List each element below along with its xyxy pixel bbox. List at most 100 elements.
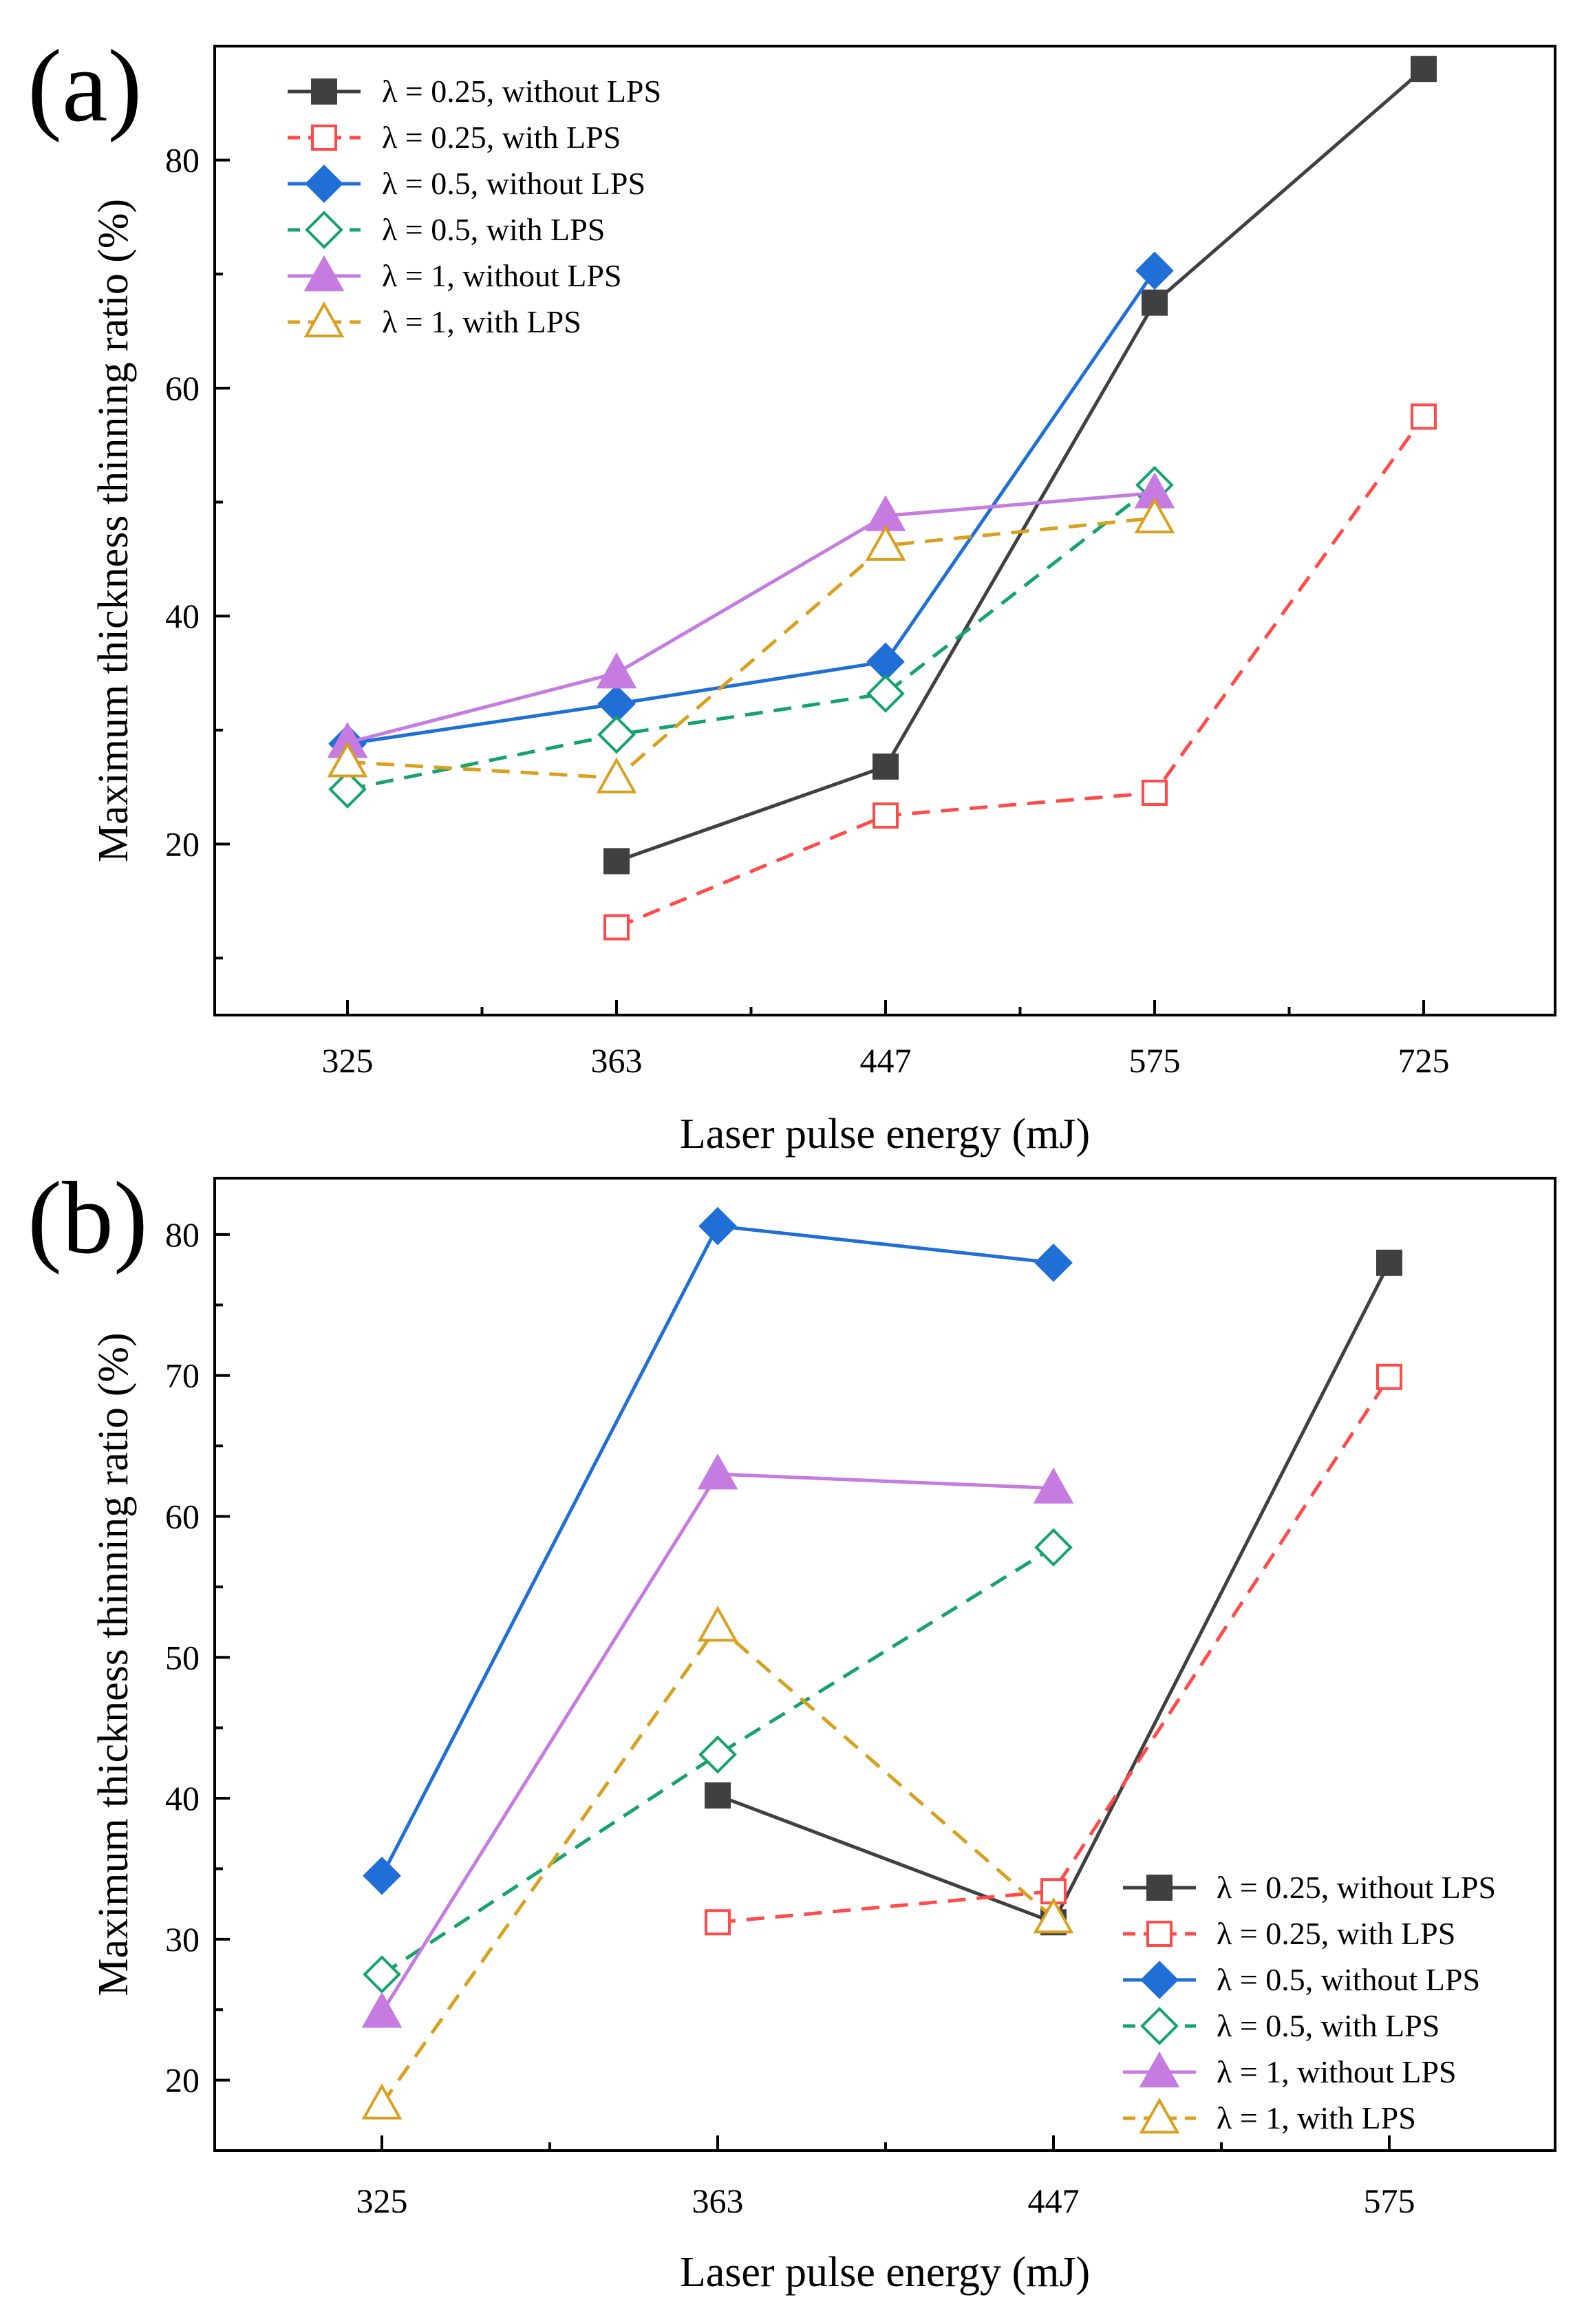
data-point-marker bbox=[873, 802, 899, 829]
series-5 bbox=[327, 497, 1175, 793]
data-point-marker bbox=[698, 1206, 737, 1246]
x-axis-title: Laser pulse energy (mJ) bbox=[680, 2249, 1090, 2296]
y-tick-label: 40 bbox=[165, 597, 200, 635]
data-point-marker bbox=[698, 1735, 737, 1774]
legend-marker bbox=[1146, 1875, 1173, 1901]
data-point-marker bbox=[705, 1782, 731, 1809]
data-point-marker bbox=[1033, 1467, 1074, 1504]
series-line bbox=[347, 516, 1155, 780]
x-tick-label: 325 bbox=[322, 1041, 374, 1080]
legend-marker bbox=[305, 164, 343, 203]
x-tick-label: 575 bbox=[1129, 1041, 1181, 1080]
data-point-marker bbox=[361, 2083, 403, 2120]
data-point-marker bbox=[1033, 1897, 1074, 1934]
legend-marker bbox=[303, 301, 345, 338]
data-point-marker bbox=[865, 524, 906, 561]
legend-marker bbox=[1146, 1921, 1173, 1947]
data-point-marker bbox=[873, 753, 899, 780]
y-tick-label: 20 bbox=[165, 825, 200, 864]
legend-marker bbox=[303, 255, 345, 292]
legend: λ = 0.25, without LPS λ = 0.25, with LPS λ… bbox=[288, 74, 661, 339]
legend-label: λ = 0.25, with LPS bbox=[382, 120, 621, 155]
legend-label: λ = 1, without LPS bbox=[1217, 2054, 1457, 2089]
chart-panel-b: 20 30 40 50 60 70 80 325 363 447 575 Laser pulse en… bbox=[28, 1161, 1556, 2296]
panel-label: (a) bbox=[28, 29, 142, 143]
x-tick-label: 447 bbox=[860, 1041, 912, 1080]
series-1 bbox=[705, 1363, 1402, 1936]
data-point-marker bbox=[705, 1909, 731, 1936]
data-point-marker bbox=[1135, 251, 1174, 290]
data-point-marker bbox=[697, 1606, 738, 1642]
series-line bbox=[347, 269, 1157, 746]
data-point-marker bbox=[1034, 1528, 1073, 1567]
legend-item: λ = 0.25, with LPS bbox=[288, 120, 621, 155]
data-point-marker bbox=[866, 674, 905, 713]
data-point-marker bbox=[597, 715, 636, 754]
series-line bbox=[380, 1224, 1054, 1877]
data-point-marker bbox=[603, 914, 630, 941]
legend-label: λ = 0.5, without LPS bbox=[1217, 1962, 1480, 1997]
x-tick-label: 447 bbox=[1028, 2182, 1080, 2220]
data-point-marker bbox=[1411, 403, 1437, 430]
legend-marker bbox=[311, 78, 337, 105]
series-0 bbox=[603, 56, 1437, 875]
legend-item: λ = 0.5, without LPS bbox=[1123, 1961, 1480, 1999]
y-tick-label: 40 bbox=[165, 1779, 200, 1817]
legend-item: λ = 1, with LPS bbox=[288, 301, 581, 339]
series-line bbox=[616, 415, 1426, 929]
data-point-marker bbox=[1134, 497, 1175, 534]
series-1 bbox=[603, 403, 1437, 941]
series-0 bbox=[705, 1249, 1402, 1936]
x-tick-label: 725 bbox=[1398, 1041, 1450, 1080]
data-point-marker bbox=[697, 1453, 738, 1490]
series-5 bbox=[361, 1606, 1074, 2120]
series-line bbox=[616, 67, 1425, 863]
legend-marker bbox=[1140, 2007, 1179, 2045]
series-line bbox=[380, 1623, 1055, 2105]
x-tick-label: 575 bbox=[1364, 2182, 1415, 2220]
y-tick-label: 50 bbox=[165, 1638, 200, 1676]
legend-label: λ = 0.5, with LPS bbox=[1217, 2008, 1439, 2043]
data-point-marker bbox=[363, 1955, 401, 1994]
y-tick-label: 70 bbox=[165, 1356, 200, 1395]
series-3 bbox=[363, 1528, 1073, 1994]
legend: λ = 0.25, without LPS λ = 0.25, with LPS λ… bbox=[1123, 1870, 1496, 2135]
y-tick-label: 80 bbox=[165, 1215, 200, 1254]
data-point-marker bbox=[1142, 779, 1168, 806]
data-point-marker bbox=[596, 652, 637, 689]
legend-item: λ = 0.25, without LPS bbox=[288, 74, 661, 109]
legend-item: λ = 1, without LPS bbox=[288, 255, 622, 293]
legend-marker bbox=[311, 125, 337, 151]
series-4 bbox=[327, 472, 1175, 758]
legend-label: λ = 0.25, with LPS bbox=[1217, 1916, 1455, 1951]
legend-item: λ = 0.5, with LPS bbox=[1123, 2007, 1439, 2045]
series-line bbox=[347, 491, 1155, 745]
series-line bbox=[347, 483, 1156, 791]
series-3 bbox=[328, 465, 1174, 809]
legend-label: λ = 0.25, without LPS bbox=[1217, 1870, 1496, 1905]
plot-frame bbox=[213, 1177, 1556, 2152]
series-line bbox=[717, 1261, 1391, 1925]
y-tick-label: 60 bbox=[165, 369, 200, 407]
legend-label: λ = 1, without LPS bbox=[382, 258, 622, 293]
y-tick-label: 20 bbox=[165, 2061, 200, 2100]
data-point-marker bbox=[328, 770, 367, 809]
legend-item: λ = 0.5, without LPS bbox=[288, 164, 645, 203]
series-4 bbox=[361, 1453, 1074, 2028]
y-tick-label: 80 bbox=[165, 141, 200, 180]
y-axis-title: Maximum thickness thinning ratio (%) bbox=[90, 1332, 137, 1996]
panel-label: (b) bbox=[28, 1161, 148, 1275]
x-tick-label: 325 bbox=[356, 2182, 408, 2220]
legend-label: λ = 1, with LPS bbox=[1217, 2100, 1416, 2135]
x-axis-title: Laser pulse energy (mJ) bbox=[680, 1111, 1090, 1158]
legend-item: λ = 0.5, with LPS bbox=[288, 211, 605, 249]
data-point-marker bbox=[361, 1992, 403, 2028]
data-point-marker bbox=[363, 1856, 401, 1895]
data-point-marker bbox=[1376, 1249, 1402, 1276]
x-tick-label: 363 bbox=[591, 1041, 643, 1080]
y-tick-label: 30 bbox=[165, 1920, 200, 1959]
data-point-marker bbox=[1034, 1244, 1073, 1282]
legend-label: λ = 0.25, without LPS bbox=[382, 74, 661, 109]
legend-marker bbox=[1140, 1961, 1179, 1999]
